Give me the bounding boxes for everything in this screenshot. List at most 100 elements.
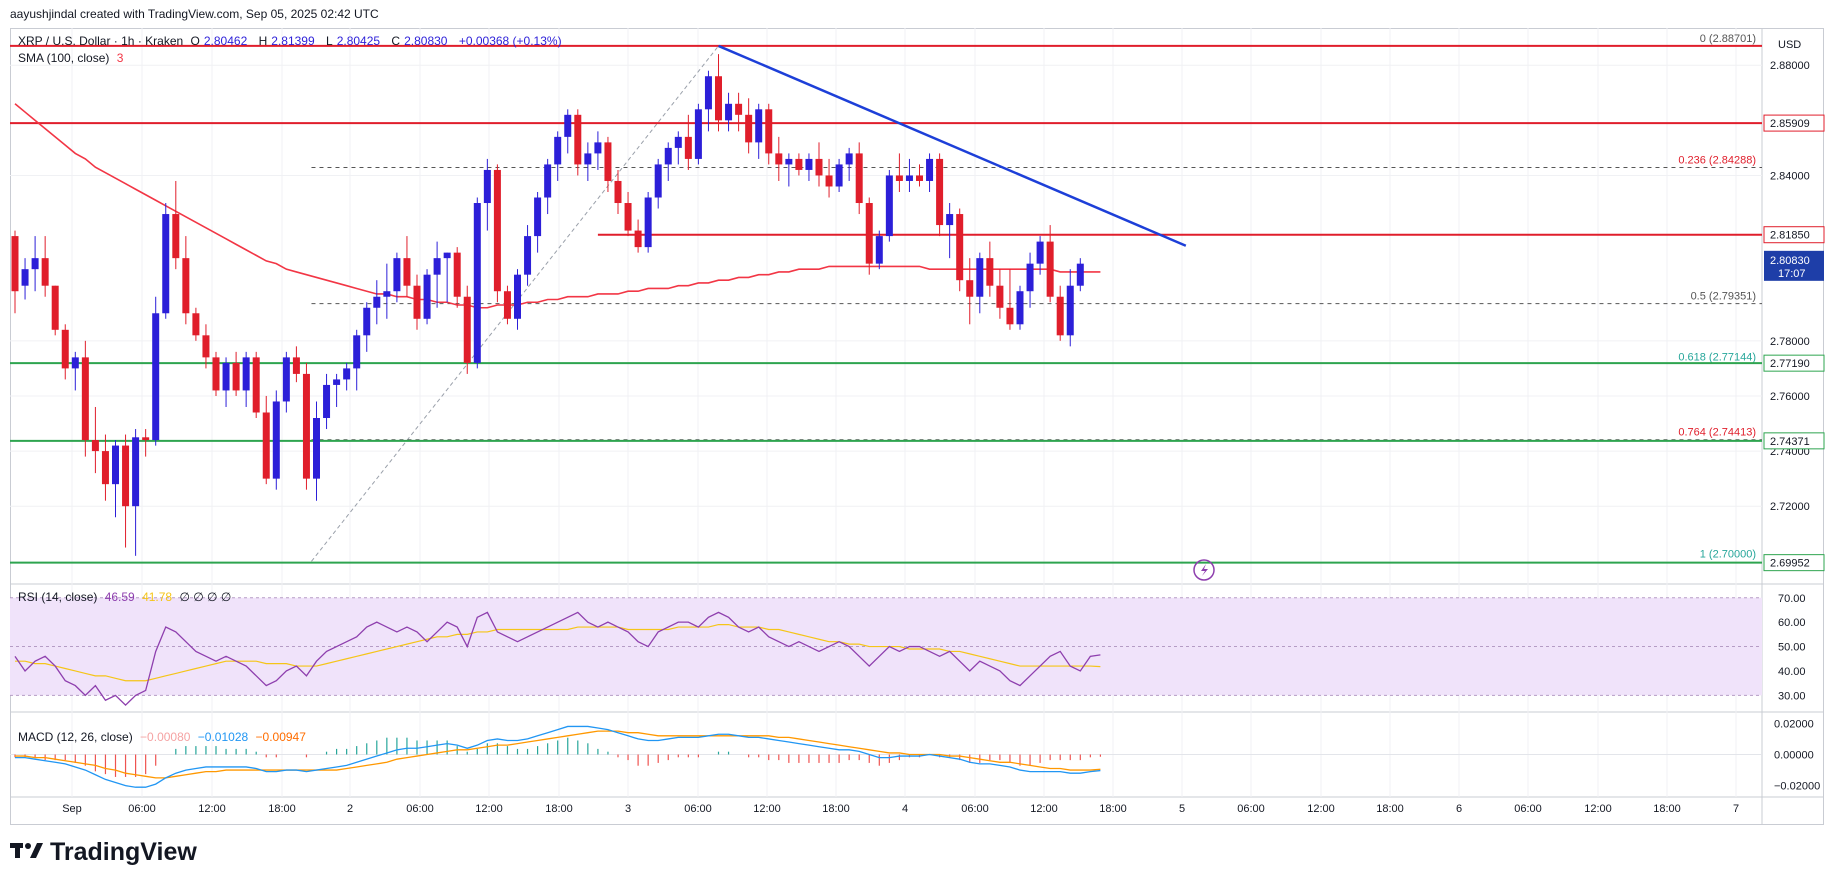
time-axis-label: Sep xyxy=(62,803,82,815)
candle-body xyxy=(373,296,381,308)
candle-body xyxy=(946,214,954,226)
candle-body xyxy=(61,329,69,369)
fib-level-label: 0.236 (2.84288) xyxy=(1678,155,1756,167)
time-axis-label: 12:00 xyxy=(198,803,226,815)
time-axis-label: 06:00 xyxy=(961,803,989,815)
fib-level-label: 1 (2.70000) xyxy=(1700,548,1756,560)
candle-body xyxy=(905,175,913,181)
sma100-line xyxy=(14,103,1101,309)
chart-frame xyxy=(10,28,1824,825)
fib-level-label: 0.618 (2.77144) xyxy=(1678,351,1756,363)
time-axis-label: 12:00 xyxy=(1307,803,1335,815)
candle-body xyxy=(232,362,240,391)
rsi-axis-label: 30.00 xyxy=(1778,690,1806,702)
rsi-legend[interactable]: RSI (14, close) 46.59 41.78 ∅ ∅ ∅ ∅ xyxy=(18,590,235,604)
time-axis-label: 12:00 xyxy=(1030,803,1058,815)
candle-body xyxy=(11,236,19,292)
macd-axis-label: −0.02000 xyxy=(1774,781,1820,793)
candle-body xyxy=(996,285,1004,308)
time-axis-label: 18:00 xyxy=(1099,803,1127,815)
candle-body xyxy=(483,169,491,204)
candle-body xyxy=(574,114,582,165)
candle-body xyxy=(765,109,773,154)
candle-body xyxy=(594,142,602,154)
candle-body xyxy=(795,158,803,170)
candle-body xyxy=(132,437,140,507)
candle-body xyxy=(1056,296,1064,336)
fib-level-label: 0.764 (2.74413) xyxy=(1678,427,1756,439)
candle-body xyxy=(715,76,722,121)
candle-body xyxy=(503,291,511,319)
price-level-tag xyxy=(1763,226,1825,244)
rsi-axis-label: 70.00 xyxy=(1778,593,1806,605)
time-axis-label: 5 xyxy=(1179,803,1185,815)
price-level-tag-label: 2.77190 xyxy=(1770,358,1810,370)
candle-body xyxy=(302,373,310,479)
rsi-extra: ∅ ∅ ∅ ∅ xyxy=(179,590,232,604)
fib-level-label: 0.5 (2.79351) xyxy=(1691,291,1756,303)
price-level-tag-label: 2.74371 xyxy=(1770,436,1810,448)
legend-symbol[interactable]: XRP / U.S. Dollar · 1h · Kraken xyxy=(18,34,184,48)
candle-body xyxy=(745,114,753,143)
macd-label: MACD (12, 26, close) xyxy=(18,730,133,744)
time-axis-label: 06:00 xyxy=(128,803,156,815)
candle-body xyxy=(353,335,361,369)
candle-body xyxy=(1026,263,1034,292)
candle-body xyxy=(584,153,592,165)
candle-body xyxy=(654,164,662,198)
macd-axis-label: 0.00000 xyxy=(1774,750,1814,762)
candle-body xyxy=(755,109,763,143)
time-axis-label: 12:00 xyxy=(753,803,781,815)
candle-body xyxy=(21,269,29,286)
macd-axis-label: 0.02000 xyxy=(1774,718,1814,730)
candle-body xyxy=(926,158,934,181)
candle-body xyxy=(493,169,501,292)
candle-body xyxy=(624,203,632,231)
candle-body xyxy=(785,158,793,165)
sma-legend[interactable]: SMA (100, close) 3 xyxy=(18,51,127,65)
low-label: L xyxy=(326,34,333,48)
candle-body xyxy=(463,296,471,363)
close-label: C xyxy=(391,34,401,48)
price-axis-label: 2.84000 xyxy=(1770,170,1810,182)
macd-signal-value: −0.00947 xyxy=(255,730,306,744)
brand-name: TradingView xyxy=(50,838,197,866)
candle-body xyxy=(413,285,421,319)
candle-body xyxy=(604,142,612,181)
chart-attribution: aayushjindal created with TradingView.co… xyxy=(10,7,379,21)
candle-body xyxy=(966,280,974,297)
candle-body xyxy=(1006,307,1014,325)
macd-line-value: −0.01028 xyxy=(197,730,249,744)
candle-body xyxy=(936,158,944,226)
candle-body xyxy=(694,109,702,159)
open-value: 2.80462 xyxy=(203,34,248,48)
rsi-ma-value: 41.78 xyxy=(142,590,173,604)
candle-body xyxy=(433,258,441,275)
candle-body xyxy=(815,158,823,176)
price-axis-label: 2.88000 xyxy=(1770,60,1810,72)
candle-body xyxy=(805,158,813,170)
candle-body xyxy=(71,357,79,369)
sma-value: 3 xyxy=(116,51,124,65)
candle-body xyxy=(1036,241,1044,264)
time-axis-label: 18:00 xyxy=(822,803,850,815)
candle-body xyxy=(272,401,280,479)
time-axis-label: 12:00 xyxy=(475,803,503,815)
candle-body xyxy=(986,258,994,286)
bearish-trendline xyxy=(718,44,1187,247)
time-axis-label: 18:00 xyxy=(545,803,573,815)
time-axis-label: 7 xyxy=(1733,803,1739,815)
candle-body xyxy=(41,258,49,286)
candle-body xyxy=(554,136,562,165)
candle-body xyxy=(835,164,843,187)
price-axis-label: 2.72000 xyxy=(1770,501,1810,513)
candle-body xyxy=(865,203,873,264)
candle-body xyxy=(313,418,320,479)
candle-body xyxy=(1016,291,1024,325)
macd-legend[interactable]: MACD (12, 26, close) −0.00080 −0.01028 −… xyxy=(18,730,310,744)
macd-signal-line xyxy=(15,730,1101,779)
tradingview-logo[interactable]: TradingView xyxy=(10,838,197,867)
candle-body xyxy=(664,147,672,165)
candle-body xyxy=(282,357,290,402)
